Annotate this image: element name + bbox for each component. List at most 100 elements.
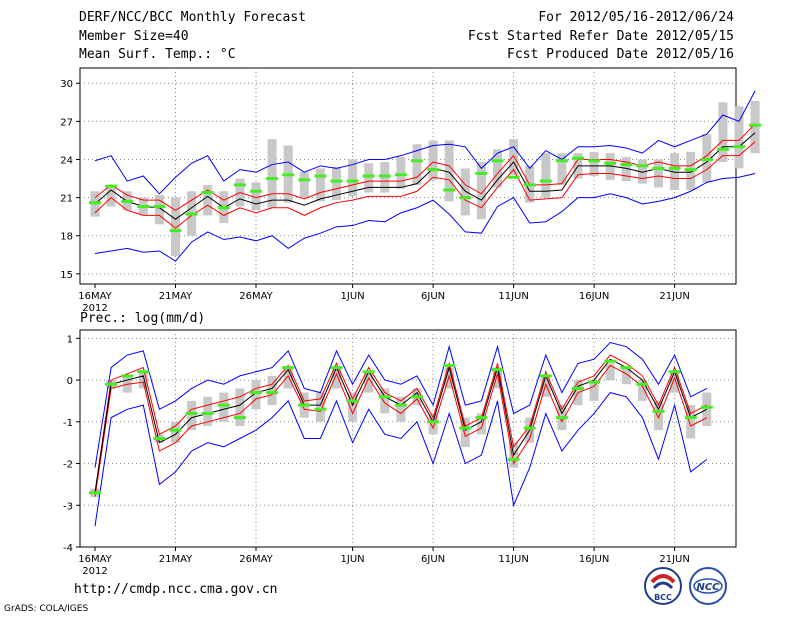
member-spread-bar: [219, 392, 229, 422]
median-mark: [604, 161, 617, 165]
median-mark: [684, 168, 697, 172]
median-mark: [652, 409, 665, 413]
x-tick-label: 21MAY: [159, 554, 193, 565]
median-mark: [105, 184, 118, 188]
ensemble-mean-line: [94, 132, 756, 220]
median-mark: [588, 380, 601, 384]
x-tick-label: 16JUN: [579, 554, 609, 565]
member-spread-bar: [670, 371, 680, 393]
median-mark: [137, 370, 150, 374]
median-mark: [250, 391, 262, 395]
median-mark: [572, 156, 584, 160]
x-tick-label: 1JUN: [341, 291, 365, 302]
median-mark: [733, 145, 745, 149]
median-mark: [314, 174, 327, 178]
median-mark: [636, 382, 649, 386]
x-year-label: 2012: [82, 566, 107, 577]
website-link[interactable]: http://cmdp.ncc.cma.gov.cn: [74, 582, 278, 597]
x-tick-label: 6JUN: [421, 291, 445, 302]
member-spread-bar: [396, 156, 406, 189]
median-mark: [201, 411, 214, 415]
member-spread-bar: [605, 363, 615, 381]
median-mark: [89, 201, 101, 205]
fcst-produced-date: Fcst Produced Date 2012/05/16: [507, 47, 734, 62]
median-mark: [620, 366, 633, 370]
member-spread-bar: [557, 153, 567, 185]
x-tick-label: 1JUN: [341, 554, 365, 565]
member-spread-bar: [138, 371, 148, 389]
lower-sd-line: [94, 141, 756, 229]
median-mark: [491, 159, 504, 163]
y-tick-label: 30: [60, 79, 73, 90]
median-mark: [491, 368, 504, 372]
x-tick-label: 11JUN: [498, 291, 528, 302]
member-spread-bar: [332, 367, 341, 389]
median-mark: [169, 428, 182, 432]
median-mark: [459, 196, 472, 200]
member-spread-bar: [348, 159, 358, 197]
median-mark: [652, 166, 665, 170]
member-spread-bar: [267, 375, 277, 406]
fcst-started-date: Fcst Started Refer Date 2012/05/15: [467, 29, 734, 44]
min-line: [94, 172, 756, 262]
median-mark: [507, 175, 520, 179]
y-tick-label: 24: [60, 155, 73, 166]
forecast-period: For 2012/05/16-2012/06/24: [538, 10, 734, 25]
member-spread-bar: [493, 149, 502, 188]
median-mark: [443, 363, 456, 367]
x-tick-label: 16JUN: [579, 291, 609, 302]
member-spread-bar: [460, 417, 470, 447]
median-mark: [539, 374, 552, 378]
median-mark: [330, 179, 343, 183]
median-mark: [700, 157, 713, 161]
median-mark: [555, 416, 568, 420]
median-mark: [266, 177, 279, 181]
member-spread-bar: [637, 159, 647, 184]
y-tick-label: -4: [63, 543, 73, 554]
member-spread-bar: [476, 413, 486, 435]
median-mark: [153, 437, 166, 440]
member-size: Member Size=40: [79, 29, 189, 44]
member-spread-bar: [686, 405, 696, 439]
median-mark: [411, 159, 423, 163]
member-spread-bar: [348, 392, 358, 422]
member-spread-bar: [299, 172, 309, 198]
member-spread-bar: [315, 168, 325, 202]
member-spread-bar: [364, 163, 374, 193]
median-mark: [378, 395, 391, 399]
y-tick-label: 18: [60, 232, 73, 243]
median-mark: [443, 188, 456, 192]
member-spread-bar: [460, 168, 470, 216]
median-mark: [346, 399, 359, 403]
x-tick-label: 21JUN: [659, 291, 689, 302]
median-mark: [636, 164, 649, 168]
median-mark: [121, 374, 134, 378]
x-tick-label: 11JUN: [498, 554, 528, 565]
median-mark: [346, 179, 359, 183]
median-mark: [314, 407, 327, 411]
x-tick-label: 26MAY: [239, 291, 273, 302]
y-tick-label: -1: [63, 418, 73, 429]
plot-frame: [79, 67, 737, 285]
x-year-label: 2012: [82, 303, 107, 314]
member-spread-bar: [396, 396, 406, 422]
member-spread-bar: [106, 184, 116, 207]
median-mark: [298, 178, 311, 182]
variable-label: Mean Surf. Temp.: °C: [79, 47, 236, 62]
x-tick-label: 16MAY: [78, 291, 112, 302]
x-tick-label: 16MAY: [78, 554, 112, 565]
median-mark: [620, 163, 633, 167]
y-tick-label: -3: [63, 501, 73, 512]
y-tick-label: 0: [67, 376, 73, 387]
member-spread-bar: [315, 392, 325, 422]
member-spread-bar: [734, 106, 744, 169]
median-mark: [394, 173, 407, 177]
member-spread-bar: [493, 367, 502, 389]
median-mark: [121, 199, 134, 203]
median-mark: [233, 416, 246, 420]
median-mark: [153, 204, 166, 208]
member-spread-bar: [203, 184, 213, 216]
median-mark: [604, 359, 617, 363]
lower-sd-line: [94, 364, 708, 497]
upper-sd-line: [94, 354, 708, 493]
